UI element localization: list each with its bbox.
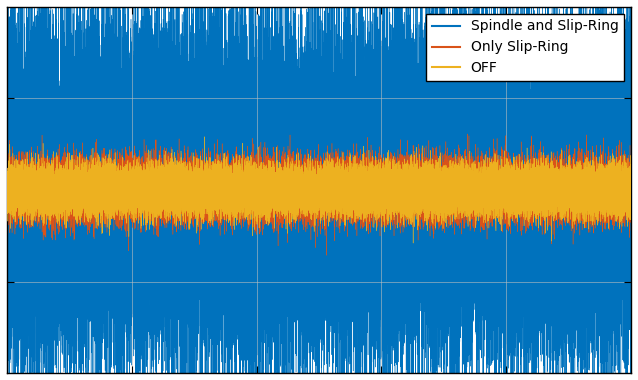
OFF	[153, 204, 161, 209]
OFF	[466, 184, 474, 189]
OFF	[627, 170, 635, 174]
Only Slip-Ring	[466, 181, 474, 186]
OFF	[45, 193, 53, 197]
OFF	[342, 185, 350, 190]
Only Slip-Ring	[342, 188, 350, 192]
Spindle and Slip-Ring	[153, 166, 161, 171]
Spindle and Slip-Ring	[342, 222, 350, 226]
Only Slip-Ring	[627, 186, 635, 190]
Spindle and Slip-Ring	[627, 125, 635, 129]
Only Slip-Ring	[322, 253, 330, 258]
Only Slip-Ring	[242, 178, 250, 182]
OFF	[3, 182, 11, 186]
Legend: Spindle and Slip-Ring, Only Slip-Ring, OFF: Spindle and Slip-Ring, Only Slip-Ring, O…	[426, 14, 624, 81]
Spindle and Slip-Ring	[45, 138, 53, 142]
Line: Only Slip-Ring: Only Slip-Ring	[7, 134, 631, 255]
Only Slip-Ring	[463, 131, 471, 136]
Only Slip-Ring	[45, 185, 53, 189]
OFF	[379, 198, 387, 203]
OFF	[201, 135, 209, 139]
Spindle and Slip-Ring	[466, 221, 474, 225]
Only Slip-Ring	[379, 194, 387, 199]
Only Slip-Ring	[153, 169, 161, 174]
OFF	[410, 241, 417, 245]
Spindle and Slip-Ring	[379, 154, 387, 158]
Only Slip-Ring	[3, 186, 11, 191]
Line: OFF: OFF	[7, 137, 631, 243]
Spindle and Slip-Ring	[242, 180, 250, 185]
Spindle and Slip-Ring	[3, 103, 11, 108]
OFF	[242, 187, 250, 192]
Line: Spindle and Slip-Ring: Spindle and Slip-Ring	[7, 0, 631, 380]
